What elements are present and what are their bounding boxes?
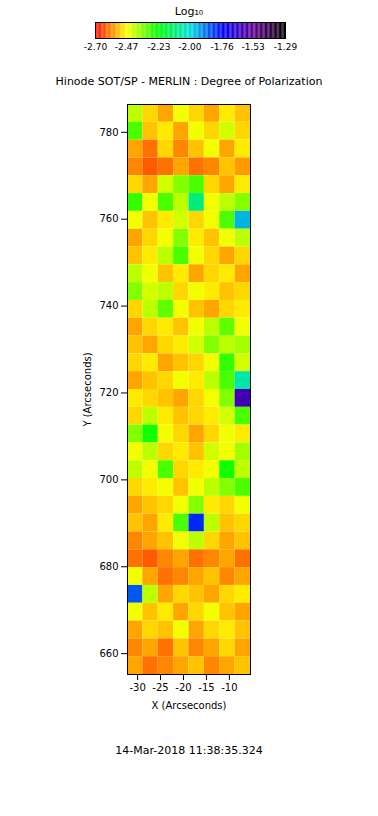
svg-text:720: 720 (99, 387, 118, 398)
svg-text:740: 740 (99, 300, 118, 311)
svg-text:780: 780 (99, 127, 118, 138)
svg-text:-2.47: -2.47 (115, 42, 138, 52)
html-text:14-Mar-2018 11:38:35.324: 14-Mar-2018 11:38:35.324 (115, 744, 263, 757)
svg-text:660: 660 (99, 648, 118, 659)
svg-text:-20: -20 (175, 682, 191, 693)
svg-text:680: 680 (99, 561, 118, 572)
svg-text:-10: -10 (221, 682, 237, 693)
svg-text:-25: -25 (152, 682, 168, 693)
html-text:Hinode SOT/SP - MERLIN : Degre: Hinode SOT/SP - MERLIN : Degree of Polar… (55, 75, 323, 88)
svg-text:-2.23: -2.23 (147, 42, 170, 52)
svg-text:700: 700 (99, 474, 118, 485)
html-text:Log₁₀: Log₁₀ (174, 5, 204, 18)
svg-text:-15: -15 (198, 682, 214, 693)
svg-text:-30: -30 (129, 682, 145, 693)
svg-text:-1.29: -1.29 (274, 42, 298, 52)
svg-text:-1.53: -1.53 (242, 42, 265, 52)
svg-text:Y (Arcseconds): Y (Arcseconds) (82, 352, 93, 427)
svg-text:-2.00: -2.00 (178, 42, 202, 52)
svg-text:760: 760 (99, 213, 118, 224)
svg-text:-1.76: -1.76 (211, 42, 235, 52)
svg-text:-2.70: -2.70 (84, 42, 108, 52)
svg-text:X (Arcseconds): X (Arcseconds) (152, 700, 227, 711)
